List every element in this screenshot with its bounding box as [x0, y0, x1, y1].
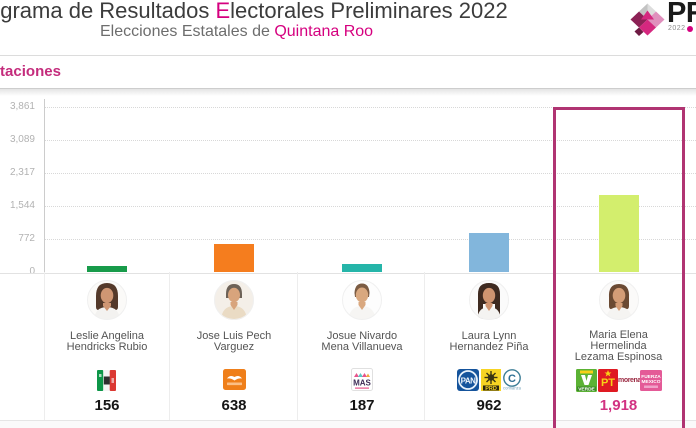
svg-text:C: C [508, 373, 516, 385]
svg-text:VERDE: VERDE [578, 386, 595, 392]
svg-text:PT: PT [601, 377, 615, 389]
svg-text:FUERZA: FUERZA [641, 374, 661, 380]
svg-text:PRD: PRD [485, 386, 497, 391]
svg-text:PAN: PAN [461, 377, 477, 386]
svg-text:confianza: confianza [503, 386, 521, 391]
svg-text:MAS: MAS [353, 379, 371, 388]
svg-text:MEXICO: MEXICO [641, 379, 660, 385]
